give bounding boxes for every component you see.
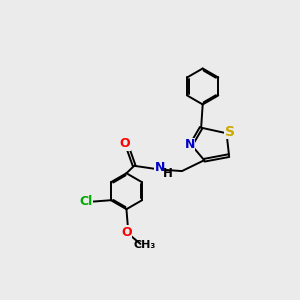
Text: O: O <box>120 137 130 150</box>
Text: N: N <box>154 160 165 173</box>
Text: H: H <box>162 167 172 180</box>
Text: N: N <box>184 138 195 151</box>
Text: O: O <box>121 226 132 238</box>
Text: S: S <box>225 125 235 139</box>
Text: CH₃: CH₃ <box>134 241 156 250</box>
Text: Cl: Cl <box>80 195 93 208</box>
